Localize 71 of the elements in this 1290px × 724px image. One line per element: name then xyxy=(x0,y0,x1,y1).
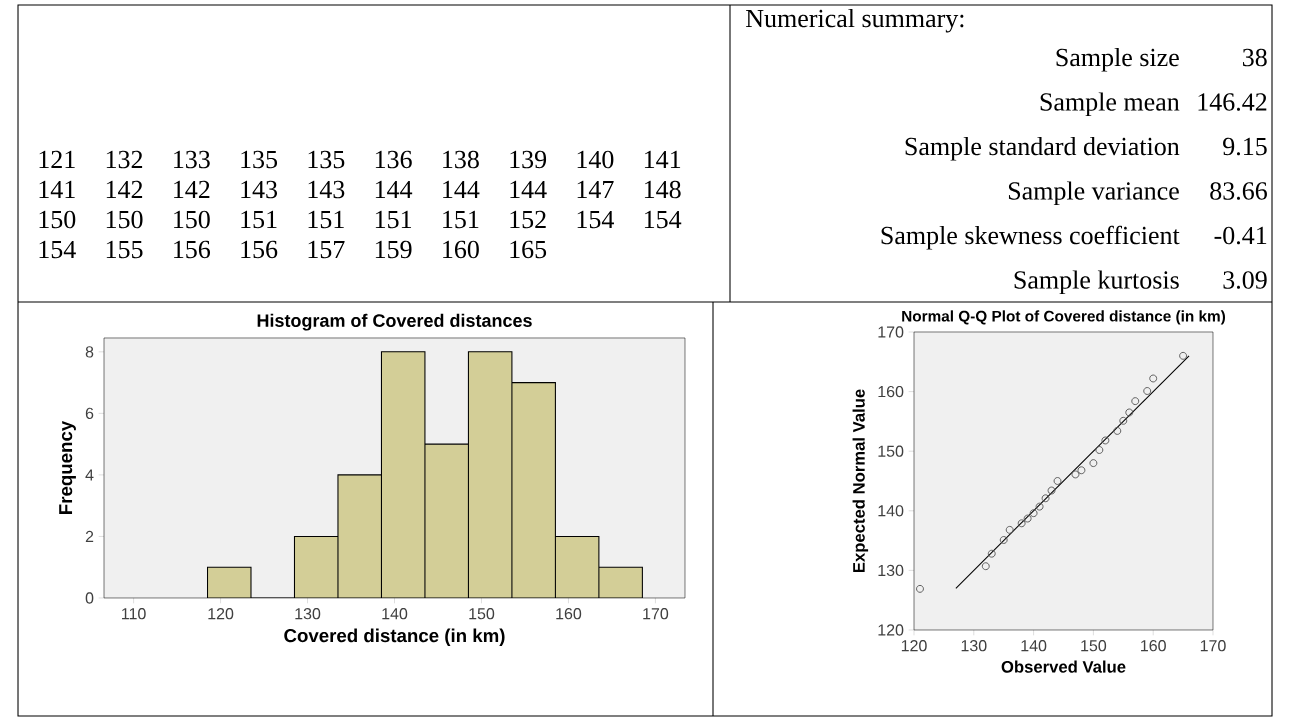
text: Sample mean xyxy=(1040,92,1180,117)
point xyxy=(1089,459,1098,468)
text: Sample size xyxy=(1056,47,1179,72)
text: 154 155 156 156 157 159 160 165 xyxy=(39,240,547,259)
text: Sample kurtosis xyxy=(1014,270,1179,295)
y-tick-label: 0 xyxy=(85,592,94,604)
point xyxy=(1179,351,1188,360)
point xyxy=(1119,416,1128,425)
point xyxy=(1023,514,1032,523)
y-tick-label: 120 xyxy=(878,624,904,636)
x-tick-label: 170 xyxy=(1200,640,1226,652)
text: -0.41 xyxy=(1214,226,1267,245)
point xyxy=(916,584,924,593)
text: 9.15 xyxy=(1223,137,1267,156)
point xyxy=(1113,426,1122,435)
text: Sample standard deviation xyxy=(905,136,1180,161)
x-tick-label: 170 xyxy=(643,608,669,620)
point xyxy=(1041,494,1050,503)
y-tick-label: 170 xyxy=(878,326,904,338)
y-axis-title: Frequency xyxy=(59,420,76,514)
y-tick-label: 130 xyxy=(878,564,904,577)
point xyxy=(1017,519,1026,528)
y-tick-label: 150 xyxy=(878,445,904,457)
point xyxy=(1131,397,1140,406)
x-tick-label: 130 xyxy=(295,608,321,620)
y-tick-label: 8 xyxy=(85,346,94,358)
point xyxy=(1071,470,1080,479)
y-tick-label: 160 xyxy=(878,385,904,398)
point xyxy=(1035,502,1044,511)
point xyxy=(987,549,996,558)
text: 3.09 xyxy=(1223,271,1267,289)
point xyxy=(999,536,1008,544)
chart-title: Normal Q-Q Plot of Covered distance (in km) xyxy=(902,310,1226,325)
x-tick-label: 110 xyxy=(122,608,146,620)
x-tick-label: 150 xyxy=(469,608,495,620)
x-tick-label: 150 xyxy=(1081,640,1107,652)
text: 121 132 133 135 135 136 138 139 140 141 xyxy=(39,150,681,169)
point xyxy=(1095,446,1104,454)
text: 83.66 xyxy=(1210,182,1267,200)
x-tick-label: 120 xyxy=(901,640,927,652)
y-tick-label: 6 xyxy=(85,407,94,420)
point xyxy=(1047,486,1056,495)
point xyxy=(1077,466,1086,475)
text: Sample variance xyxy=(1008,181,1179,206)
x-tick-label: 160 xyxy=(556,608,582,620)
text: 146.42 xyxy=(1198,93,1267,111)
x-tick-label: 140 xyxy=(382,608,408,620)
point xyxy=(1125,408,1134,417)
y-tick-label: 140 xyxy=(878,505,904,517)
y-axis-title: Expected Normal Value xyxy=(852,389,869,573)
text: Sample skewness coefficient xyxy=(881,225,1180,250)
y-tick-label: 2 xyxy=(85,530,94,543)
x-tick-label: 130 xyxy=(961,640,987,652)
text: Numerical summary: xyxy=(746,8,964,33)
x-tick-label: 120 xyxy=(208,608,234,620)
point xyxy=(1143,387,1152,395)
point xyxy=(1005,525,1014,534)
point xyxy=(1149,374,1158,383)
text: 150 150 150 151 151 151 151 152 154 154 xyxy=(39,210,682,229)
text: 141 142 142 143 143 144 144 144 147 148 xyxy=(39,180,681,199)
x-tick-label: 160 xyxy=(1141,640,1166,652)
text: 38 xyxy=(1242,48,1267,67)
x-tick-label: 140 xyxy=(1021,640,1047,652)
chart-title: Histogram of Covered distances xyxy=(257,313,532,331)
x-axis-title: Observed Value xyxy=(1001,660,1126,673)
y-tick-label: 4 xyxy=(85,469,94,481)
x-axis-title: Covered distance (in km) xyxy=(284,628,505,646)
point xyxy=(1101,436,1110,445)
point xyxy=(981,562,990,571)
point xyxy=(1053,477,1062,485)
point xyxy=(1029,509,1038,518)
